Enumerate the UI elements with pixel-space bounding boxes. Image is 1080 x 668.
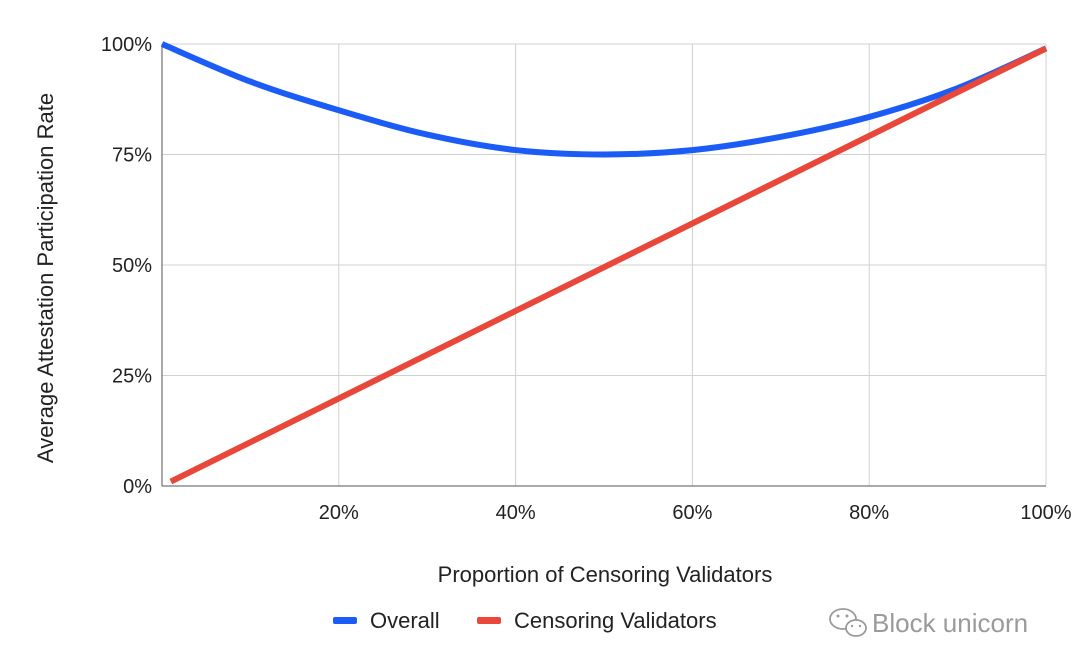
legend-swatch-censoring-validators bbox=[477, 617, 501, 624]
y-tick-label: 100% bbox=[101, 34, 152, 56]
wechat-icon bbox=[829, 608, 867, 637]
x-axis-ticks: 20% 40% 60% 80% 100% bbox=[319, 502, 1072, 524]
x-tick-label: 60% bbox=[672, 502, 712, 524]
y-tick-label: 50% bbox=[112, 255, 152, 277]
y-axis-ticks: 0% 25% 50% 75% 100% bbox=[101, 34, 152, 498]
legend-label-censoring-validators: Censoring Validators bbox=[514, 608, 717, 633]
x-tick-label: 20% bbox=[319, 502, 359, 524]
series-line-censoring-validators bbox=[169, 45, 1048, 485]
y-tick-label: 75% bbox=[112, 145, 152, 167]
gridlines bbox=[161, 43, 1047, 487]
y-tick-label: 25% bbox=[112, 366, 152, 388]
series-line-overall bbox=[160, 41, 1048, 158]
x-tick-label: 80% bbox=[849, 502, 889, 524]
watermark: Block unicorn bbox=[829, 608, 1028, 638]
y-axis-title: Average Attestation Participation Rate bbox=[33, 93, 58, 463]
legend-swatch-overall bbox=[333, 617, 357, 624]
x-axis-title: Proportion of Censoring Validators bbox=[438, 562, 773, 587]
x-tick-label: 40% bbox=[496, 502, 536, 524]
x-tick-label: 100% bbox=[1020, 502, 1071, 524]
series-lines bbox=[160, 41, 1048, 485]
watermark-text: Block unicorn bbox=[872, 608, 1028, 638]
y-tick-label: 0% bbox=[123, 476, 152, 498]
legend-label-overall: Overall bbox=[370, 608, 440, 633]
legend: Overall Censoring Validators bbox=[333, 608, 717, 633]
